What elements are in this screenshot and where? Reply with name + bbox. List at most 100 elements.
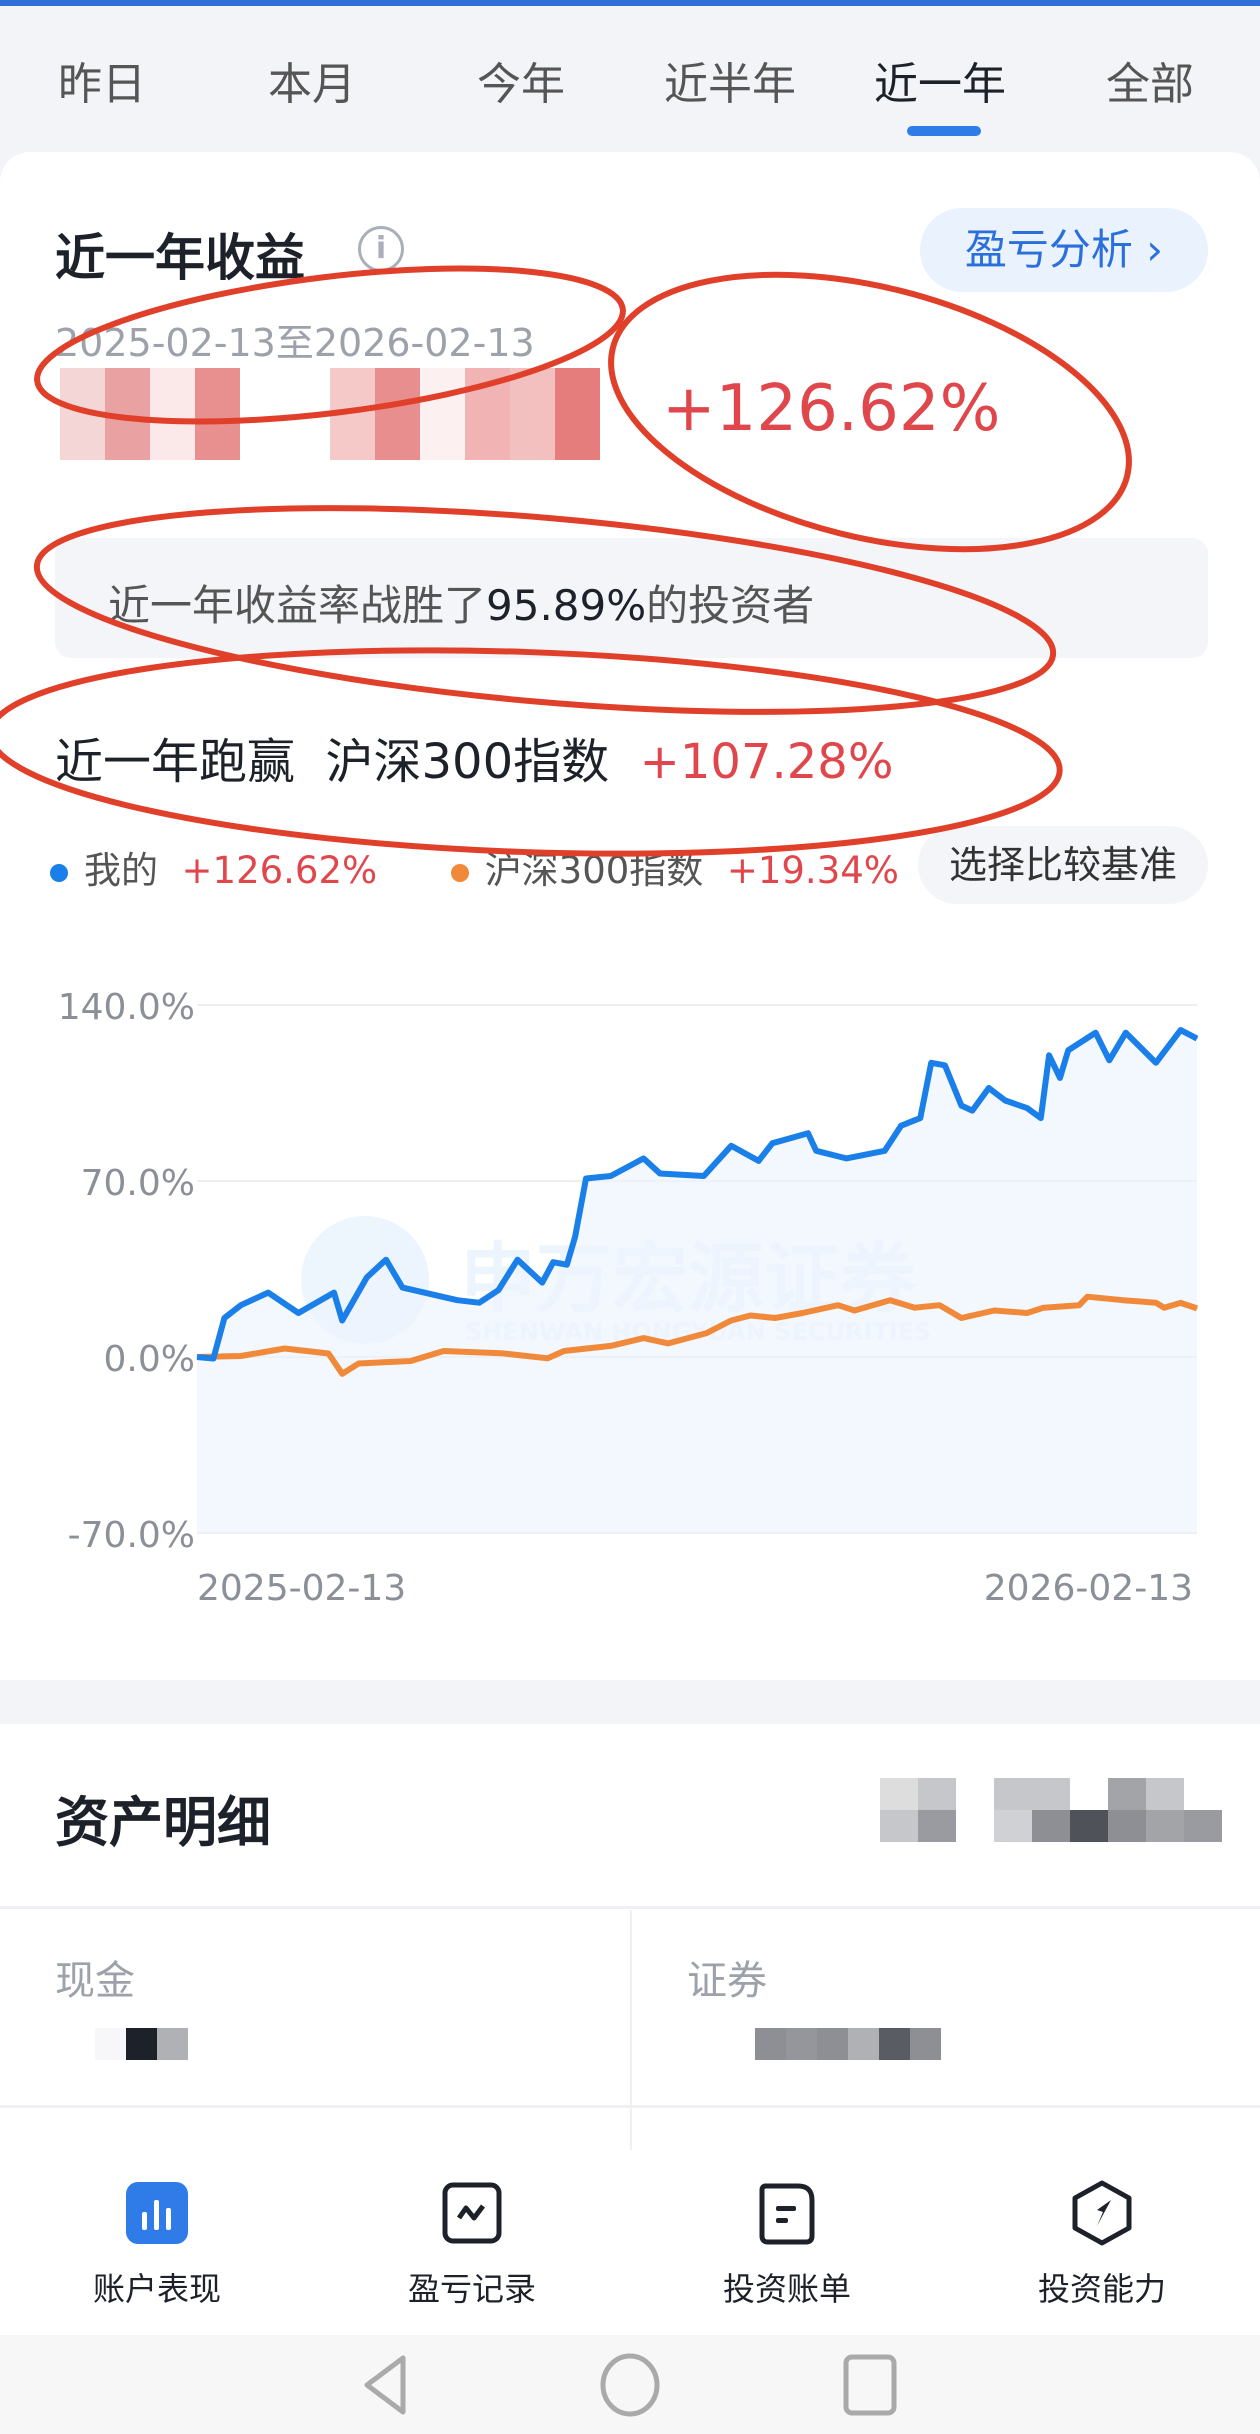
data-point [1122,1299,1124,1301]
series-line-mine [196,1027,1199,1362]
trend-chart-icon [442,2182,502,2244]
outrun-label: 近一年跑赢 沪深300指数 [55,734,610,790]
tab-one-year[interactable]: 近一年 [874,59,1006,110]
beat-suffix: 的投资者 [646,581,815,630]
data-point [385,1259,387,1261]
data-point [267,1292,269,1294]
data-point [1180,1302,1182,1304]
data-point [919,1117,921,1119]
divider [0,1906,1260,1909]
data-point [497,1289,499,1291]
data-point [771,1142,773,1144]
redacted-total-assets-row2 [880,1810,1222,1842]
data-point [854,1309,856,1311]
data-point [971,1110,973,1112]
data-point [1040,1117,1042,1119]
data-point [223,1317,225,1319]
active-tab-indicator [907,126,981,136]
data-point [563,1350,565,1352]
data-point [914,1307,916,1309]
data-point [341,1373,343,1375]
data-point [938,1304,940,1306]
data-point [328,1352,330,1354]
data-point [944,1064,946,1066]
data-point [706,1332,708,1334]
data-point [801,1312,803,1314]
outrun-benchmark: 近一年跑赢 沪深300指数 +107.28% [55,722,893,792]
data-point [1004,1100,1006,1102]
tab-this-month[interactable]: 本月 [268,59,356,110]
data-point [333,1292,335,1294]
data-point [837,1304,839,1306]
home-icon[interactable] [598,2352,662,2418]
redacted-amount [60,368,600,460]
y-tick-label: 140.0% [58,987,195,1028]
tab-half-year[interactable]: 近半年 [664,59,796,110]
bottom-navigation [0,2154,1260,2344]
data-point [358,1363,360,1365]
data-point [1059,1077,1061,1079]
mine-dot-icon [50,863,68,882]
system-navigation-bar [0,2335,1260,2434]
data-point [900,1125,902,1127]
nav-account-performance[interactable]: 账户表现 [27,2180,287,2310]
asset-details-title: 资产明细 [55,1791,271,1854]
data-point [574,1236,576,1238]
data-point [845,1157,847,1159]
legend-bench-label: 沪深300指数 [484,849,704,892]
data-point [1048,1054,1050,1056]
y-tick-label: 70.0% [81,1163,195,1204]
data-point [730,1145,732,1147]
profit-loss-analysis-button[interactable]: 盈亏分析 › [920,208,1208,292]
data-point [552,1261,554,1263]
data-point [297,1312,299,1314]
tab-yesterday[interactable]: 昨日 [58,59,146,110]
nav-investment-ability[interactable]: 投资能力 [972,2180,1232,2310]
legend-mine-label: 我的 [84,849,158,892]
beat-percentage: 95.89% [486,581,647,630]
nav-profit-loss-record[interactable]: 盈亏记录 [342,2180,602,2310]
tab-this-year[interactable]: 今年 [477,59,565,110]
data-point [758,1160,760,1162]
data-point [541,1282,543,1284]
choose-benchmark-button[interactable]: 选择比较基准 [918,826,1208,904]
data-point [993,1309,995,1311]
bench-dot-icon [450,863,469,882]
data-point [960,1317,962,1319]
data-point [1196,1038,1198,1040]
data-point [884,1150,886,1152]
back-icon[interactable] [355,2350,415,2420]
data-point [566,1264,568,1266]
data-point [443,1350,445,1352]
data-point [659,1172,661,1174]
data-point [643,1157,645,1159]
data-point [815,1150,817,1152]
info-icon[interactable]: i [358,226,404,272]
mine-area-fill [197,1030,1197,1533]
data-point [478,1302,480,1304]
analysis-label: 盈亏分析 [964,225,1133,274]
divider [630,1910,632,2150]
data-point [1155,1062,1157,1064]
top-accent-bar [0,0,1260,6]
chevron-right-icon: › [1146,225,1164,274]
data-point [749,1315,751,1317]
tab-all[interactable]: 全部 [1106,59,1194,110]
nav-investment-bill[interactable]: 投资账单 [657,2180,917,2310]
data-point [547,1357,549,1359]
recents-icon[interactable] [840,2352,900,2418]
data-point [456,1299,458,1301]
chart-legend: 我的 +126.62% 沪深300指数 +19.34% [50,840,899,894]
data-point [500,1352,502,1354]
data-point [960,1105,962,1107]
legend-bench-value: +19.34% [726,849,899,892]
redacted-total-assets [880,1778,1184,1810]
data-point [366,1276,368,1278]
nav-label: 账户表现 [92,2270,221,2308]
y-tick-label: 0.0% [104,1339,195,1380]
y-tick-label: -70.0% [68,1515,195,1556]
legend-mine-value: +126.62% [181,849,378,892]
redacted-cash-value [95,2028,188,2060]
data-point [774,1317,776,1319]
nav-label: 投资账单 [722,2270,851,2308]
